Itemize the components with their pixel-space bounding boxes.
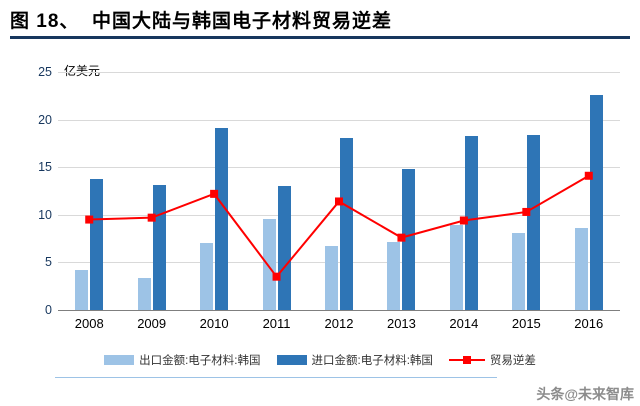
deficit-marker xyxy=(522,207,531,216)
gridline xyxy=(58,119,620,121)
bar-export xyxy=(200,243,214,310)
bar-import xyxy=(527,134,541,310)
title-underline xyxy=(10,36,630,39)
watermark: 头条@未来智库 xyxy=(532,384,634,404)
bar-export xyxy=(512,232,526,310)
x-axis-tick-labels: 2008 2009 2010 2011 2012 2013 2014 2015 2016 xyxy=(58,316,620,334)
y-tick-label: 10 xyxy=(38,207,52,222)
bar-export xyxy=(262,218,276,310)
bar-import xyxy=(402,169,416,310)
gridline xyxy=(58,214,620,216)
x-tick-label: 2011 xyxy=(262,316,291,331)
legend-item: 贸易逆差 xyxy=(448,352,536,368)
deficit-marker xyxy=(459,216,468,225)
legend-label: 出口金额:电子材料:韩国 xyxy=(139,355,261,367)
x-tick-label: 2010 xyxy=(199,316,229,331)
bar-import xyxy=(215,128,229,310)
y-axis-tick-labels: 0 5 10 15 20 25 xyxy=(18,65,52,317)
plot-area xyxy=(58,72,620,311)
bar-import xyxy=(464,135,478,310)
x-tick-label: 2016 xyxy=(574,316,604,331)
bar-import xyxy=(589,94,603,310)
y-axis-unit-label: 亿美元 xyxy=(64,64,101,78)
legend-label: 贸易逆差 xyxy=(489,355,536,367)
gridline xyxy=(58,262,620,264)
x-tick-label: 2014 xyxy=(449,316,479,331)
deficit-marker xyxy=(335,197,343,206)
bar-export xyxy=(325,246,338,310)
legend-swatch xyxy=(276,355,307,365)
bar-export xyxy=(387,242,401,310)
deficit-marker xyxy=(85,215,94,224)
chart-title: 图 18、 中国大陆与韩国电子材料贸易逆差 xyxy=(10,11,392,32)
y-tick-label: 5 xyxy=(45,255,52,270)
legend-underline xyxy=(55,377,497,378)
bar-import xyxy=(340,137,353,310)
y-tick-label: 0 xyxy=(45,303,52,317)
deficit-marker xyxy=(272,272,281,281)
x-tick-label: 2008 xyxy=(74,316,104,331)
x-tick-label: 2015 xyxy=(511,316,541,331)
y-tick-label: 25 xyxy=(38,65,52,79)
legend-item: 出口金额:电子材料:韩国 xyxy=(104,352,261,368)
bar-export xyxy=(449,225,463,310)
y-tick-label: 15 xyxy=(38,160,52,175)
legend-line-marker xyxy=(462,356,471,364)
bar-export xyxy=(574,228,588,310)
deficit-line-layer xyxy=(85,171,593,281)
deficit-marker xyxy=(210,189,219,198)
legend: 出口金额:电子材料:韩国 进口金额:电子材料:韩国 贸易逆差 xyxy=(0,352,640,368)
x-tick-label: 2013 xyxy=(386,316,416,331)
bar-export xyxy=(137,277,151,310)
gridline xyxy=(58,72,620,73)
legend-line-swatch xyxy=(448,356,485,364)
deficit-marker xyxy=(397,233,406,242)
legend-swatch xyxy=(104,355,135,365)
x-tick-label: 2009 xyxy=(137,316,167,331)
x-tick-label: 2012 xyxy=(324,316,354,331)
deficit-marker xyxy=(147,213,156,222)
bar-import xyxy=(277,186,291,310)
legend-label: 进口金额:电子材料:韩国 xyxy=(311,355,433,367)
y-tick-label: 20 xyxy=(38,112,52,127)
legend-item: 进口金额:电子材料:韩国 xyxy=(276,352,433,368)
gridline xyxy=(58,167,620,169)
bar-import xyxy=(90,178,104,310)
bar-export xyxy=(75,270,89,310)
deficit-marker xyxy=(584,171,593,180)
deficit-line xyxy=(89,174,590,279)
